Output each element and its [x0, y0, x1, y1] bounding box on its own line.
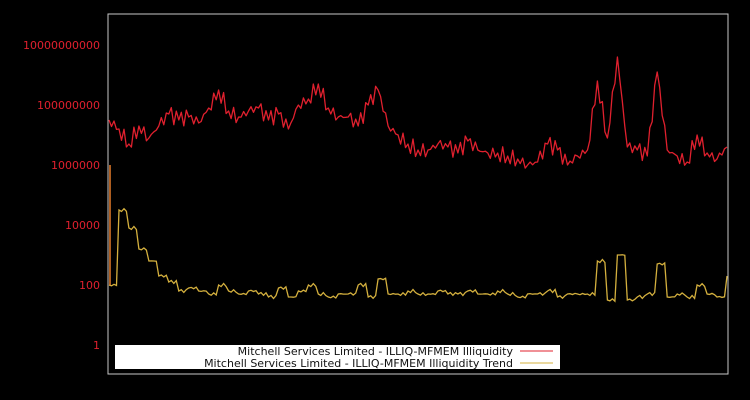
plot-area — [108, 56, 728, 303]
legend-label-illiquidity: Mitchell Services Limited - ILLIQ-MFMEM … — [238, 345, 514, 358]
y-tick-label: 10000 — [65, 219, 100, 232]
y-tick-label: 1 — [93, 339, 100, 352]
y-tick-label: 100 — [79, 279, 100, 292]
y-tick-label: 1000000 — [51, 159, 100, 172]
legend-box — [115, 345, 560, 369]
illiquidity-trend-line — [108, 207, 728, 303]
legend: Mitchell Services Limited - ILLIQ-MFMEM … — [115, 345, 560, 370]
plot-frame — [107, 13, 729, 375]
illiquidity-line — [108, 56, 728, 169]
y-axis-ticks: 10000000000 100000000 1000000 10000 100 … — [23, 39, 100, 352]
y-tick-label: 100000000 — [37, 99, 100, 112]
legend-label-trend: Mitchell Services Limited - ILLIQ-MFMEM … — [204, 357, 513, 370]
y-tick-label: 10000000000 — [23, 39, 100, 52]
